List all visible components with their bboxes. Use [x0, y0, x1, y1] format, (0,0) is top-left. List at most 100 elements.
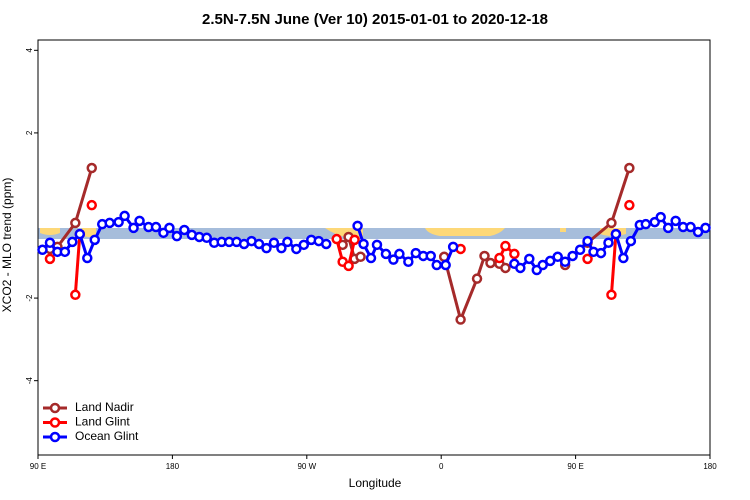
legend-label: Land Glint: [75, 415, 130, 429]
point: [201, 232, 212, 244]
map-strip: [38, 228, 710, 239]
x-tick-label: 90 E: [567, 462, 583, 471]
point: [59, 246, 71, 258]
point: [352, 220, 363, 232]
point: [662, 222, 674, 234]
x-tick-label: 0: [439, 462, 444, 471]
point: [113, 216, 124, 228]
point: [358, 238, 369, 250]
point: [509, 248, 520, 260]
point: [179, 224, 190, 236]
point: [331, 233, 342, 245]
point: [388, 254, 399, 265]
point: [403, 256, 414, 267]
legend-label: Ocean Glint: [75, 429, 139, 443]
point: [606, 289, 617, 301]
point: [610, 228, 622, 240]
point: [582, 235, 593, 247]
point: [44, 237, 56, 249]
point: [343, 260, 354, 272]
point: [44, 253, 56, 265]
point: [603, 237, 614, 249]
point: [625, 235, 637, 247]
x-tick-label: 90 W: [297, 462, 316, 471]
point: [606, 217, 617, 229]
point: [394, 248, 405, 260]
point: [524, 253, 535, 265]
point: [276, 242, 287, 254]
point: [537, 259, 548, 271]
point: [253, 238, 265, 250]
point: [494, 252, 505, 264]
point: [567, 250, 578, 262]
point: [282, 236, 293, 248]
point: [552, 251, 563, 263]
point: [86, 199, 98, 211]
series-line: [73, 233, 82, 295]
x-axis-label: Longitude: [349, 476, 402, 490]
point: [425, 250, 436, 262]
y-tick-label: 2: [25, 130, 34, 135]
y-tick-label: 4: [25, 48, 34, 53]
point: [164, 222, 175, 234]
point: [624, 199, 635, 211]
point: [595, 247, 607, 259]
point: [349, 234, 360, 246]
point: [515, 262, 526, 274]
point: [440, 259, 451, 271]
y-tick-label: -2: [25, 294, 34, 302]
point: [261, 242, 272, 254]
point: [70, 217, 81, 229]
point: [291, 243, 302, 255]
point: [298, 239, 310, 251]
x-tick-label: 90 E: [30, 462, 46, 471]
point: [74, 228, 86, 240]
point: [471, 273, 483, 284]
point: [128, 222, 139, 234]
point: [431, 259, 442, 271]
point: [371, 239, 383, 251]
legend-marker: [49, 431, 61, 443]
point: [574, 244, 586, 256]
point: [544, 255, 556, 267]
point: [150, 221, 162, 233]
point: [37, 244, 48, 256]
y-tick-label: -4: [25, 377, 34, 385]
legend-label: Land Nadir: [75, 400, 134, 414]
point: [67, 236, 78, 248]
point: [86, 162, 98, 174]
point: [89, 234, 100, 246]
y-axis-label: XCO2 - MLO trend (ppm): [0, 178, 14, 313]
point: [104, 217, 115, 229]
point: [268, 237, 280, 249]
point: [500, 262, 511, 274]
point: [655, 211, 666, 223]
series-line: [609, 233, 618, 295]
legend-marker: [49, 417, 61, 428]
point: [455, 314, 466, 325]
point: [380, 248, 392, 260]
point: [479, 250, 490, 262]
point: [447, 241, 459, 253]
point: [700, 222, 711, 234]
point: [82, 252, 93, 264]
point: [134, 215, 145, 227]
point: [582, 253, 593, 265]
point: [355, 251, 366, 263]
point: [692, 226, 704, 238]
point: [624, 162, 635, 174]
x-tick-label: 180: [166, 462, 180, 471]
legend-marker: [49, 402, 61, 414]
point: [485, 257, 496, 269]
point: [685, 221, 696, 233]
point: [320, 238, 332, 250]
point: [618, 252, 629, 264]
x-tick-label: 180: [703, 462, 717, 471]
point: [670, 215, 681, 227]
point: [70, 289, 81, 301]
chart-title: 2.5N-7.5N June (Ver 10) 2015-01-01 to 20…: [202, 11, 548, 28]
point: [171, 230, 183, 242]
point: [559, 256, 571, 267]
